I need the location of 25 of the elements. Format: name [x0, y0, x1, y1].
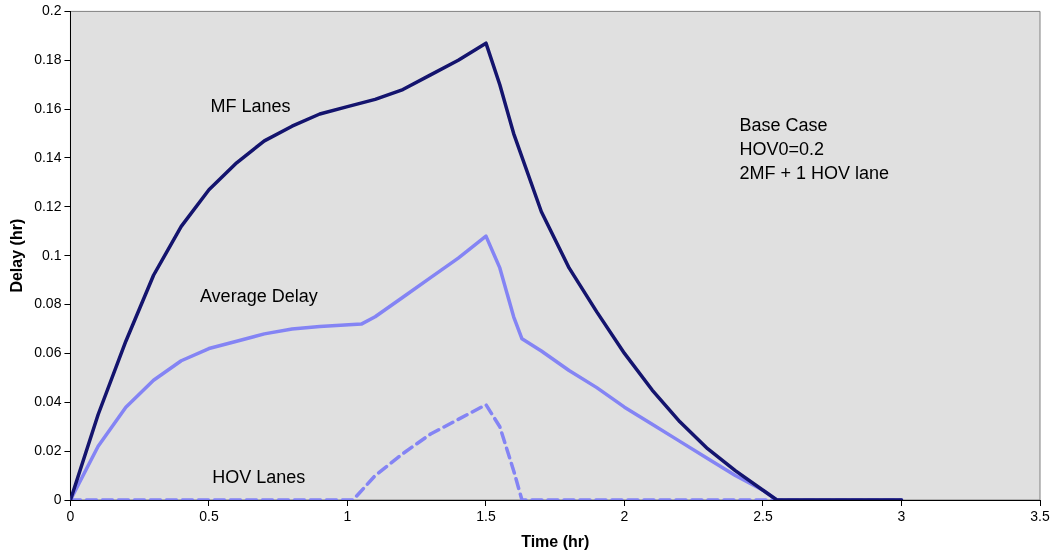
y-tick-label: 0.06 — [34, 344, 62, 361]
x-tick-label: 2 — [620, 508, 629, 525]
x-tick-label: 1 — [343, 508, 352, 525]
y-tick-label: 0.14 — [34, 148, 62, 165]
x-tick-label: 2.5 — [753, 508, 773, 525]
series-label: Average Delay — [199, 286, 318, 307]
y-axis-title: Delay (hr) — [8, 218, 26, 293]
annotation: Base Case HOV0=0.2 2MF + 1 HOV lane — [739, 115, 890, 184]
series-label: MF Lanes — [210, 95, 291, 116]
y-tick-label: 0.2 — [41, 2, 62, 19]
y-tick-label: 0.1 — [41, 246, 62, 263]
y-tick-label: 0.16 — [34, 99, 62, 116]
y-tick-label: 0.08 — [34, 295, 62, 312]
x-tick-label: 1.5 — [476, 508, 496, 525]
series-label: HOV Lanes — [212, 466, 306, 487]
x-tick-label: 0.5 — [199, 508, 219, 525]
y-tick-label: 0 — [53, 490, 62, 507]
y-tick-label: 0.18 — [34, 51, 62, 68]
y-tick-label: 0.02 — [34, 442, 62, 458]
y-tick-label: 0.12 — [34, 197, 62, 214]
x-tick-label: 0 — [66, 508, 75, 525]
x-axis-title: Time (hr) — [521, 532, 590, 550]
y-tick-label: 0.04 — [34, 393, 62, 410]
x-tick-label: 3 — [897, 508, 906, 525]
x-tick-label: 3.5 — [1030, 508, 1050, 525]
